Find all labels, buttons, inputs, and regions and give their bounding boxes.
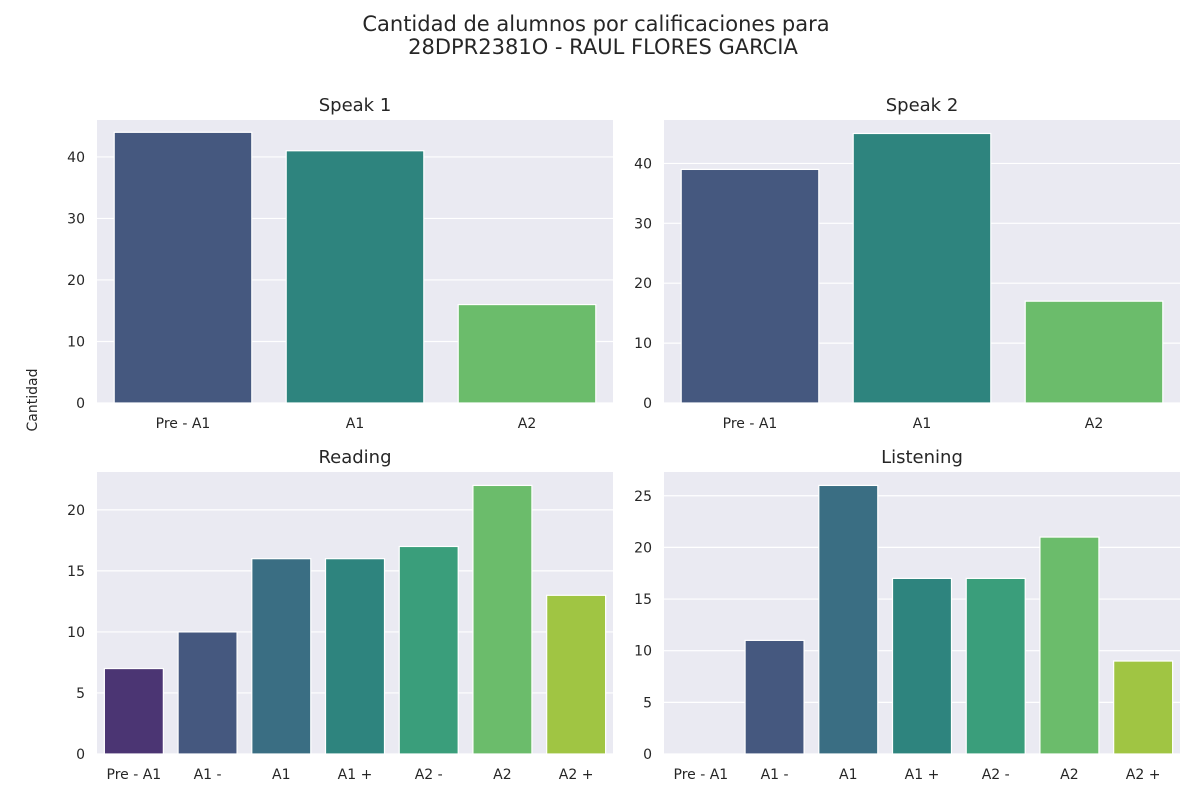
x-tick-label: Pre - A1 [107, 767, 162, 783]
x-tick-label: A2 [1060, 767, 1078, 783]
figure-title-line1: Cantidad de alumnos por calificaciones p… [362, 12, 829, 36]
x-tick-label: A1 - [761, 767, 789, 783]
bar-a1 [891, 577, 953, 755]
y-tick-label: 20 [67, 273, 85, 289]
y-tick-label: 5 [643, 695, 652, 711]
figure-title-line2: 28DPR2381O - RAUL FLORES GARCIA [408, 35, 798, 59]
x-tick-label: A2 [518, 416, 536, 432]
x-tick-label: A2 - [415, 767, 443, 783]
bar-a1 [251, 558, 312, 755]
bar-a2 [472, 484, 533, 755]
y-tick-label: 15 [634, 592, 652, 608]
x-tick-label: A2 - [982, 767, 1010, 783]
bar-a2 [546, 594, 607, 755]
bar-a1 [177, 631, 238, 755]
bar-a2 [1024, 300, 1164, 404]
x-tick-label: A2 [493, 767, 511, 783]
bar-a2 [1039, 536, 1100, 755]
y-tick-label: 20 [634, 540, 652, 556]
x-tick-label: A1 - [194, 767, 222, 783]
y-tick-label: 10 [67, 625, 85, 641]
y-tick-label: 20 [67, 503, 85, 519]
y-tick-label: 20 [634, 276, 652, 292]
bar-a2 [398, 545, 459, 755]
subplots: 0 10 20 30 40 Pre - A1 A1 A2 Speak 1 0 10 20 30 40 Pre… [67, 95, 1180, 783]
y-tick-label: 30 [67, 211, 85, 227]
y-tick-label: 0 [76, 747, 85, 763]
y-tick-label: 5 [76, 686, 85, 702]
bar-a2 [965, 577, 1026, 755]
y-tick-label: 25 [634, 489, 652, 505]
x-tick-label: A1 + [905, 767, 940, 783]
subplot-listening: 0 5 10 15 20 25 Pre - A1 A1 - A1 A1 + A2 - A2 A2 + Li… [634, 447, 1180, 783]
x-tick-label: Pre - A1 [723, 416, 778, 432]
bar-a1 [852, 132, 992, 404]
subplot-title: Reading [318, 447, 391, 468]
y-axis-label: Cantidad [25, 369, 41, 432]
y-tick-label: 0 [643, 396, 652, 412]
bar-pre-a1 [113, 131, 253, 404]
subplot-title: Listening [881, 447, 963, 468]
y-tick-label: 30 [634, 216, 652, 232]
y-tick-label: 0 [76, 396, 85, 412]
bar-a2 [457, 303, 597, 404]
bar-pre-a1 [103, 667, 164, 755]
y-tick-label: 15 [67, 564, 85, 580]
y-tick-label: 0 [643, 747, 652, 763]
subplot-title: Speak 1 [319, 95, 392, 116]
subplot-speak-2: 0 10 20 30 40 Pre - A1 A1 A2 Speak 2 [634, 95, 1180, 432]
x-tick-label: A1 [346, 416, 364, 432]
x-tick-label: A1 [839, 767, 857, 783]
y-tick-label: 10 [634, 336, 652, 352]
bar-a1 [744, 639, 805, 755]
bar-a1 [818, 484, 879, 755]
x-tick-label: Pre - A1 [156, 416, 211, 432]
y-tick-label: 40 [634, 156, 652, 172]
subplot-title: Speak 2 [886, 95, 959, 116]
bar-a2 [1113, 660, 1174, 755]
x-tick-label: A2 + [1126, 767, 1161, 783]
bar-a1 [324, 558, 386, 755]
y-tick-label: 40 [67, 150, 85, 166]
x-tick-label: A2 + [559, 767, 594, 783]
x-tick-label: Pre - A1 [674, 767, 729, 783]
bar-a1 [285, 150, 425, 404]
x-tick-label: A2 [1085, 416, 1103, 432]
subplot-reading: 0 5 10 15 20 Pre - A1 A1 - A1 A1 + A2 - A2 A2 + Read… [67, 447, 613, 783]
x-tick-label: A1 [913, 416, 931, 432]
y-tick-label: 10 [634, 644, 652, 660]
y-tick-label: 10 [67, 334, 85, 350]
bar-pre-a1 [680, 168, 820, 404]
x-tick-label: A1 [272, 767, 290, 783]
x-tick-label: A1 + [338, 767, 373, 783]
subplot-speak-1: 0 10 20 30 40 Pre - A1 A1 A2 Speak 1 [67, 95, 613, 432]
